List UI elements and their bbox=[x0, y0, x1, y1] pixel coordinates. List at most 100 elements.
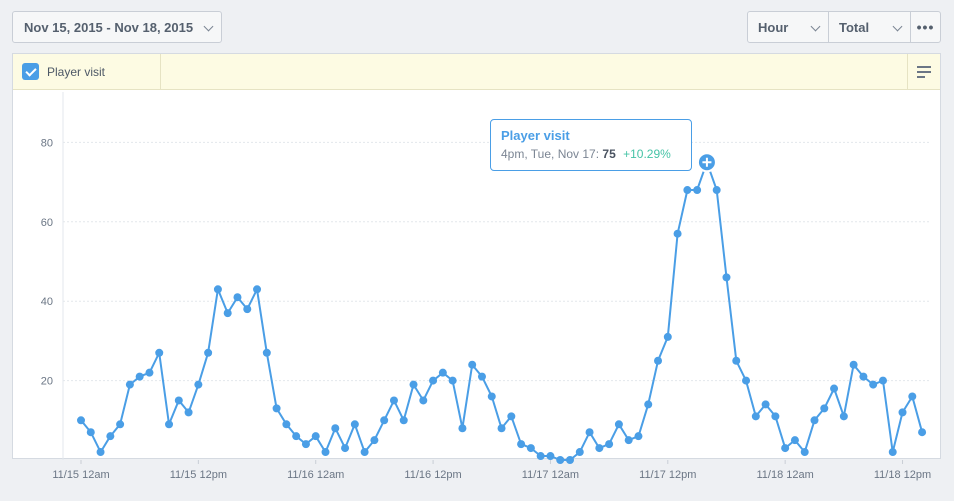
data-point bbox=[204, 348, 213, 357]
data-point bbox=[497, 424, 506, 433]
data-point bbox=[96, 448, 105, 457]
data-point bbox=[712, 186, 721, 195]
data-point bbox=[781, 444, 790, 453]
data-point bbox=[839, 412, 848, 421]
y-tick-label: 60 bbox=[41, 217, 53, 229]
data-point bbox=[693, 186, 702, 195]
data-point bbox=[389, 396, 398, 405]
data-point bbox=[194, 380, 203, 389]
aggregate-select[interactable]: Total bbox=[829, 12, 911, 42]
chart-tooltip: Player visit 4pm, Tue, Nov 17: 75 +10.29… bbox=[490, 119, 692, 171]
legend-item-player-visit[interactable]: Player visit bbox=[13, 54, 161, 89]
data-point bbox=[673, 229, 682, 238]
data-point bbox=[399, 416, 408, 425]
data-point bbox=[253, 285, 262, 294]
data-point bbox=[526, 444, 535, 453]
legend-bar: Player visit bbox=[13, 54, 940, 90]
more-options-button[interactable]: ••• bbox=[911, 12, 940, 42]
data-point bbox=[135, 372, 144, 381]
ellipsis-icon: ••• bbox=[916, 19, 935, 35]
data-point bbox=[262, 348, 271, 357]
data-point bbox=[301, 440, 310, 449]
data-point bbox=[458, 424, 467, 433]
y-tick-label: 20 bbox=[41, 376, 53, 388]
tooltip-line: 4pm, Tue, Nov 17: 75 +10.29% bbox=[501, 147, 681, 161]
data-point bbox=[830, 384, 839, 393]
interval-select[interactable]: Hour bbox=[748, 12, 829, 42]
x-tick-label: 11/15 12am bbox=[52, 469, 109, 481]
data-point bbox=[888, 448, 897, 457]
data-point bbox=[350, 420, 359, 429]
x-tick-label: 11/16 12pm bbox=[404, 469, 461, 481]
data-point bbox=[663, 332, 672, 341]
data-point bbox=[106, 432, 115, 441]
tooltip-time: 4pm, Tue, Nov 17: bbox=[501, 147, 600, 161]
data-point bbox=[566, 456, 574, 464]
data-point bbox=[771, 412, 780, 421]
data-point bbox=[477, 372, 486, 381]
data-point bbox=[742, 376, 751, 385]
data-point bbox=[556, 456, 565, 464]
data-point bbox=[898, 408, 907, 417]
data-point bbox=[761, 400, 770, 409]
data-point bbox=[116, 420, 125, 429]
data-point bbox=[292, 432, 301, 441]
data-point bbox=[722, 273, 731, 282]
list-settings-icon-line bbox=[917, 76, 925, 78]
data-point bbox=[468, 360, 477, 369]
data-point bbox=[145, 368, 154, 377]
data-point bbox=[487, 392, 496, 401]
data-point bbox=[634, 432, 643, 441]
data-point bbox=[155, 348, 164, 357]
data-point bbox=[341, 444, 350, 453]
y-tick-label: 80 bbox=[41, 137, 53, 149]
data-point bbox=[507, 412, 516, 421]
x-tick-label: 11/18 12pm bbox=[874, 469, 931, 481]
data-point bbox=[878, 376, 887, 385]
data-point bbox=[536, 452, 545, 461]
data-point bbox=[820, 404, 829, 413]
data-point bbox=[790, 436, 799, 445]
data-point bbox=[272, 404, 281, 413]
data-point bbox=[125, 380, 134, 389]
data-point bbox=[732, 356, 741, 365]
data-point bbox=[370, 436, 379, 445]
list-settings-icon bbox=[917, 66, 931, 68]
data-point bbox=[546, 452, 555, 461]
data-point bbox=[908, 392, 917, 401]
data-point bbox=[86, 428, 95, 437]
data-point bbox=[282, 420, 291, 429]
tooltip-change: +10.29% bbox=[623, 147, 671, 161]
data-point bbox=[380, 416, 389, 425]
interval-label: Hour bbox=[758, 19, 789, 35]
legend-options-button[interactable] bbox=[907, 54, 940, 89]
data-point bbox=[165, 420, 174, 429]
legend-label: Player visit bbox=[47, 64, 106, 79]
data-point bbox=[213, 285, 222, 294]
data-point bbox=[174, 396, 183, 405]
data-point bbox=[223, 309, 232, 318]
data-point bbox=[184, 408, 193, 417]
data-point bbox=[849, 360, 858, 369]
data-point bbox=[360, 448, 369, 457]
data-point bbox=[243, 305, 252, 314]
data-point bbox=[654, 356, 663, 365]
data-point bbox=[331, 424, 340, 433]
chart-controls: Hour Total ••• bbox=[747, 11, 941, 43]
x-tick-label: 11/16 12am bbox=[287, 469, 344, 481]
data-point bbox=[585, 428, 594, 437]
x-tick-label: 11/17 12pm bbox=[639, 469, 696, 481]
data-point bbox=[624, 436, 633, 445]
data-point bbox=[595, 444, 604, 453]
checkbox-checked-icon[interactable] bbox=[22, 63, 39, 80]
aggregate-label: Total bbox=[839, 19, 870, 35]
series-line-player-visit bbox=[80, 161, 924, 461]
data-point bbox=[918, 428, 927, 437]
date-range-picker[interactable]: Nov 15, 2015 - Nov 18, 2015 bbox=[12, 11, 222, 43]
data-point bbox=[429, 376, 438, 385]
date-range-label: Nov 15, 2015 - Nov 18, 2015 bbox=[24, 19, 194, 35]
data-point bbox=[614, 420, 623, 429]
data-point bbox=[810, 416, 819, 425]
tooltip-value: 75 bbox=[602, 147, 616, 161]
